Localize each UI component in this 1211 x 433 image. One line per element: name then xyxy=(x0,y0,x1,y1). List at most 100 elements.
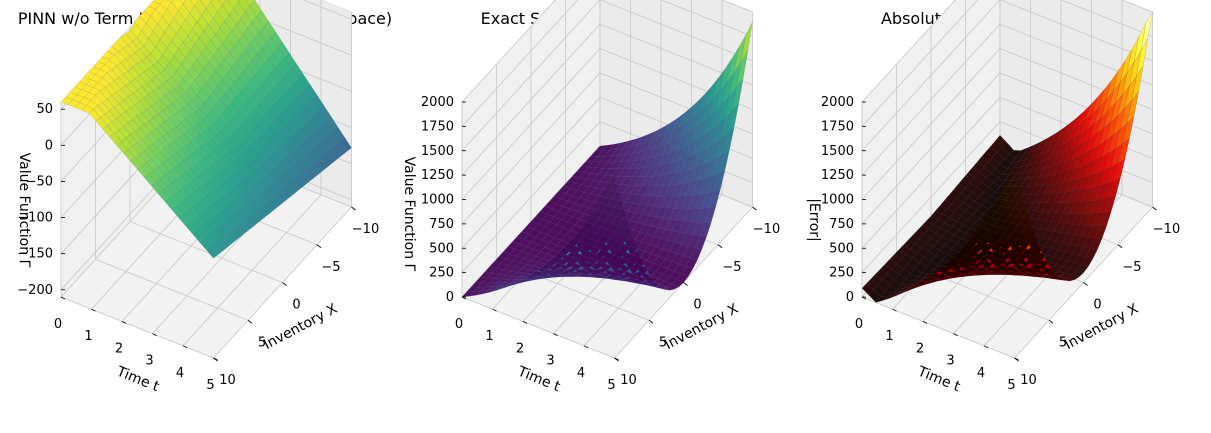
x-tick-label: 5 xyxy=(607,378,615,393)
z-tick-label: 1000 xyxy=(821,193,854,208)
y-tick-label: 10 xyxy=(1020,373,1037,388)
y-tick-label: −5 xyxy=(321,260,340,275)
panel-exact-solution: Exact Solution (Original Space)012345−10… xyxy=(401,0,780,395)
grid-line xyxy=(461,0,753,103)
panel-absolute-error: Absolute Error (Original Space)012345−10… xyxy=(806,0,1180,395)
z-tick-label: −100 xyxy=(17,211,53,226)
tick-mark xyxy=(152,333,157,336)
surface xyxy=(861,11,1153,303)
surface-cell xyxy=(875,296,888,303)
y-tick-label: −10 xyxy=(1153,222,1180,237)
tick-mark xyxy=(213,357,218,362)
tick-mark xyxy=(247,319,253,324)
tick-mark xyxy=(1083,282,1088,286)
tick-mark xyxy=(953,333,958,336)
x-tick-label: 4 xyxy=(176,366,184,381)
surface-cell xyxy=(95,117,108,130)
tick-mark xyxy=(648,319,654,324)
tick-mark xyxy=(752,206,757,211)
grid-line xyxy=(461,0,753,152)
x-axis-label: Time t xyxy=(514,363,562,395)
z-tick-label: 250 xyxy=(429,266,454,281)
surface xyxy=(60,0,352,259)
z-tick-label: −150 xyxy=(17,247,53,262)
tick-mark xyxy=(282,282,287,286)
grid-line xyxy=(461,48,753,200)
z-tick-label: 1250 xyxy=(821,168,854,183)
tick-mark xyxy=(892,308,897,312)
y-tick-label: 5 xyxy=(659,335,667,350)
tick-mark xyxy=(553,333,558,336)
panel-pinn-prediction: PINN w/o Term Loss Prediction (Original … xyxy=(16,0,392,395)
x-axis-label: Time t xyxy=(914,363,962,395)
tick-mark xyxy=(717,244,723,249)
y-tick-label: 0 xyxy=(693,298,701,313)
surface-cell xyxy=(81,105,94,114)
surface-cell xyxy=(461,291,475,298)
x-tick-label: 3 xyxy=(145,354,153,369)
x-tick-label: 2 xyxy=(516,341,524,356)
z-tick-label: 1500 xyxy=(421,144,454,159)
z-tick-label: 2000 xyxy=(821,95,854,110)
tick-mark xyxy=(316,244,322,249)
tick-mark xyxy=(1152,206,1157,211)
tick-mark xyxy=(121,321,127,324)
tick-mark xyxy=(983,345,989,349)
x-tick-label: 5 xyxy=(206,378,214,393)
y-tick-label: 0 xyxy=(1093,298,1101,313)
x-tick-label: 4 xyxy=(577,366,585,381)
surface-cell xyxy=(171,205,184,219)
surface-cell xyxy=(861,283,874,296)
tick-mark xyxy=(922,321,928,324)
tick-mark xyxy=(1014,357,1019,362)
z-tick-label: 750 xyxy=(429,217,454,232)
y-axis-label: Inventory X xyxy=(1062,301,1141,353)
tick-mark xyxy=(351,206,356,211)
z-tick-label: 0 xyxy=(446,290,454,305)
ticks: 0 1 2 3 4 5 −10 −5 0 5 10 0 250 500 750 1000 1250 1500 175… xyxy=(421,95,780,393)
x-tick-label: 3 xyxy=(946,354,954,369)
z-tick-label: 1500 xyxy=(821,144,854,159)
z-tick-label: 0 xyxy=(45,138,53,153)
x-axis-label: Time t xyxy=(113,363,161,395)
y-tick-label: −10 xyxy=(352,222,379,237)
x-tick-label: 2 xyxy=(115,341,123,356)
z-tick-label: 1250 xyxy=(421,168,454,183)
tick-mark xyxy=(614,357,619,362)
x-tick-label: 0 xyxy=(455,317,463,332)
grid-line xyxy=(461,23,753,176)
grid-line xyxy=(861,48,1153,200)
x-tick-label: 1 xyxy=(885,329,893,344)
z-tick-label: 2000 xyxy=(421,95,454,110)
surface-cell xyxy=(60,96,73,106)
tick-mark xyxy=(60,296,66,300)
grid-line xyxy=(861,0,1153,103)
z-tick-label: 1750 xyxy=(421,119,454,134)
y-tick-label: 10 xyxy=(620,373,637,388)
y-axis-label: Inventory X xyxy=(662,301,741,353)
y-tick-label: 5 xyxy=(258,335,266,350)
z-axis-label: Value Function Γ xyxy=(16,153,32,268)
grid-line xyxy=(861,23,1153,176)
z-tick-label: 1000 xyxy=(421,193,454,208)
tick-mark xyxy=(91,308,96,312)
tick-mark xyxy=(492,308,497,312)
y-tick-label: −5 xyxy=(722,260,741,275)
surface-cell xyxy=(157,189,170,202)
z-tick-label: 500 xyxy=(429,241,454,256)
z-axis-label: Value Function Γ xyxy=(401,157,417,272)
tick-mark xyxy=(583,345,589,349)
x-tick-label: 0 xyxy=(54,317,62,332)
x-tick-label: 4 xyxy=(977,366,985,381)
z-tick-label: 50 xyxy=(36,102,53,117)
z-tick-label: 750 xyxy=(829,217,854,232)
x-tick-label: 1 xyxy=(84,329,92,344)
z-tick-label: −200 xyxy=(17,283,53,298)
z-axis-label: |Error| xyxy=(806,198,822,242)
tick-mark xyxy=(522,321,528,324)
tick-mark xyxy=(182,345,188,349)
grid-line xyxy=(95,64,249,321)
x-tick-label: 2 xyxy=(916,341,924,356)
